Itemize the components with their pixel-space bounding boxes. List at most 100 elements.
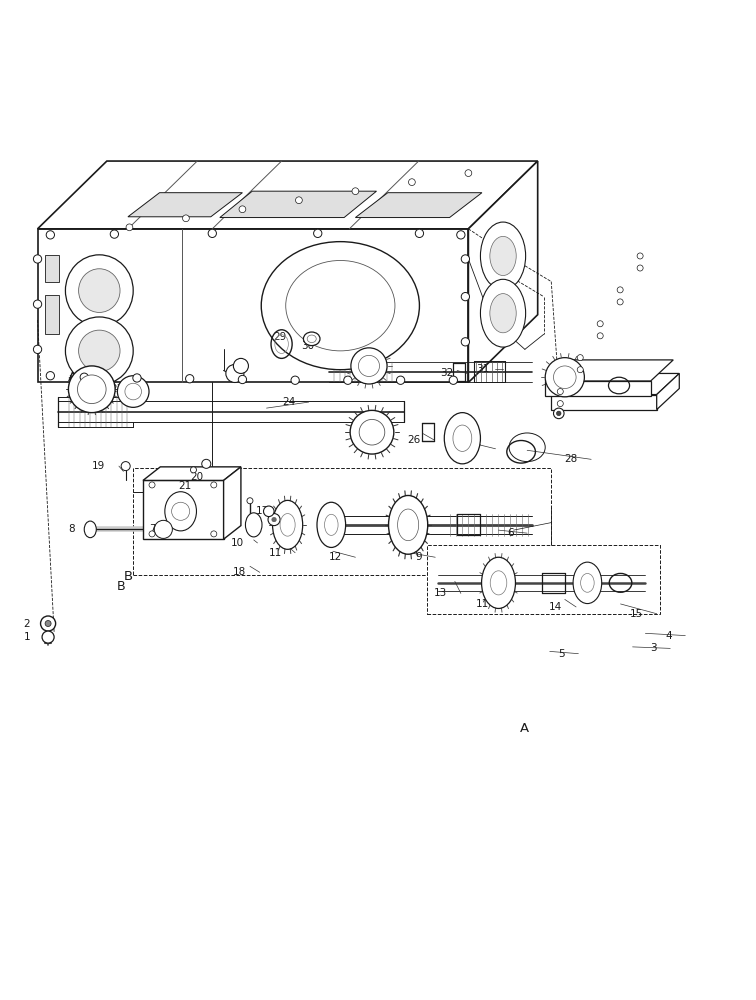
Circle shape: [46, 231, 54, 239]
Text: 17: 17: [256, 506, 269, 516]
Ellipse shape: [581, 573, 594, 592]
Circle shape: [80, 373, 88, 381]
Text: 25: 25: [366, 423, 380, 433]
Ellipse shape: [69, 366, 115, 413]
Circle shape: [208, 229, 216, 238]
Text: 7: 7: [149, 524, 156, 534]
Polygon shape: [545, 360, 674, 381]
Ellipse shape: [351, 348, 387, 384]
Ellipse shape: [445, 413, 481, 464]
Text: 2: 2: [23, 619, 30, 629]
Text: B: B: [123, 570, 132, 583]
Circle shape: [172, 502, 190, 520]
Ellipse shape: [79, 330, 120, 372]
Circle shape: [182, 215, 189, 222]
Circle shape: [42, 631, 54, 643]
Circle shape: [637, 265, 643, 271]
Circle shape: [41, 616, 56, 631]
Ellipse shape: [490, 571, 507, 595]
Polygon shape: [220, 191, 376, 218]
Text: 22: 22: [67, 377, 80, 387]
Circle shape: [617, 287, 623, 293]
Circle shape: [234, 358, 249, 373]
Circle shape: [461, 338, 469, 346]
Circle shape: [247, 498, 253, 504]
Ellipse shape: [77, 375, 106, 404]
Ellipse shape: [79, 269, 120, 312]
Circle shape: [126, 224, 133, 231]
Text: 28: 28: [564, 454, 578, 464]
Polygon shape: [143, 467, 241, 480]
Circle shape: [557, 389, 563, 395]
Ellipse shape: [117, 376, 149, 407]
Circle shape: [133, 374, 141, 382]
Text: 19: 19: [92, 461, 105, 471]
Circle shape: [238, 375, 246, 384]
Circle shape: [121, 462, 130, 471]
Polygon shape: [143, 480, 224, 539]
Circle shape: [408, 179, 415, 186]
Circle shape: [291, 376, 299, 384]
Text: 21: 21: [178, 481, 191, 491]
Circle shape: [617, 299, 623, 305]
Circle shape: [33, 255, 42, 263]
Circle shape: [578, 355, 583, 361]
Text: 26: 26: [407, 435, 420, 445]
Bar: [427, 545, 661, 614]
Circle shape: [46, 372, 54, 380]
Circle shape: [296, 197, 302, 204]
Ellipse shape: [490, 294, 516, 333]
Text: B: B: [630, 386, 639, 399]
Ellipse shape: [490, 236, 516, 276]
Text: 29: 29: [273, 332, 286, 342]
Text: 15: 15: [630, 609, 643, 619]
Bar: [45, 255, 59, 282]
Text: 3: 3: [650, 643, 657, 653]
Polygon shape: [657, 373, 680, 410]
Circle shape: [461, 255, 469, 263]
Text: 30: 30: [301, 341, 314, 351]
Polygon shape: [355, 193, 482, 218]
Circle shape: [211, 482, 217, 488]
Ellipse shape: [66, 255, 133, 326]
Text: 32: 32: [440, 368, 454, 378]
Text: 4: 4: [665, 631, 672, 641]
Circle shape: [154, 520, 172, 538]
Ellipse shape: [317, 502, 345, 547]
Polygon shape: [38, 229, 469, 382]
Ellipse shape: [398, 509, 419, 541]
Polygon shape: [224, 467, 241, 539]
Circle shape: [352, 188, 359, 195]
Ellipse shape: [84, 521, 96, 538]
Circle shape: [272, 517, 276, 522]
Text: 13: 13: [434, 588, 448, 598]
Polygon shape: [469, 161, 538, 382]
Ellipse shape: [453, 425, 472, 451]
Circle shape: [110, 230, 119, 238]
Text: 31: 31: [476, 364, 489, 374]
Ellipse shape: [324, 514, 338, 535]
Text: 24: 24: [282, 397, 295, 407]
Circle shape: [264, 506, 274, 517]
Text: A: A: [68, 371, 78, 384]
Ellipse shape: [125, 383, 141, 400]
Circle shape: [226, 364, 244, 382]
Ellipse shape: [307, 335, 316, 343]
Text: 11: 11: [268, 548, 281, 558]
Circle shape: [239, 206, 246, 213]
Text: 14: 14: [550, 602, 562, 612]
Circle shape: [553, 408, 564, 419]
Circle shape: [149, 531, 155, 537]
Ellipse shape: [482, 557, 516, 608]
Text: 18: 18: [233, 567, 246, 577]
Circle shape: [344, 376, 352, 384]
Ellipse shape: [553, 366, 576, 389]
Text: 22: 22: [358, 356, 370, 366]
Polygon shape: [38, 161, 538, 229]
Ellipse shape: [66, 317, 133, 385]
Ellipse shape: [286, 260, 395, 351]
Text: B: B: [117, 580, 125, 593]
Ellipse shape: [358, 355, 380, 376]
Circle shape: [268, 514, 280, 526]
Polygon shape: [545, 381, 651, 396]
